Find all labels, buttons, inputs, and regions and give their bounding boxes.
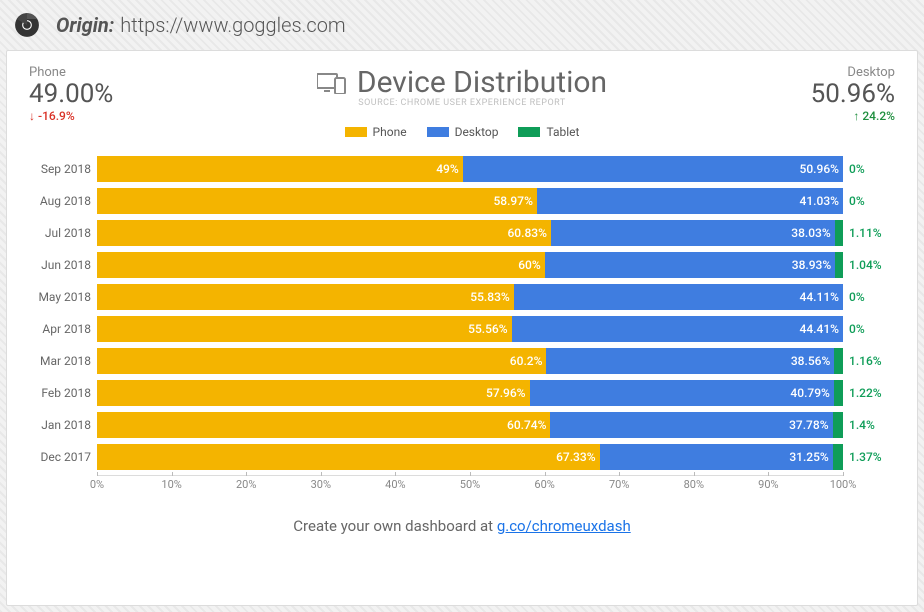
chart-row: Apr 201855.56%44.41%0% — [29, 313, 895, 345]
bar-segment-tablet — [835, 252, 843, 278]
tablet-value-label: 1.37% — [843, 450, 895, 464]
tablet-value-label: 1.04% — [843, 258, 895, 272]
x-axis: 0%10%20%30%40%50%60%70%80%90%100% — [29, 475, 895, 501]
row-month-label: Sep 2018 — [29, 162, 97, 176]
bar-segment-desktop: 38.56% — [546, 348, 834, 374]
chart-card: Phone 49.00% ↓ -16.9% Devic — [6, 50, 918, 606]
footer-text: Create your own dashboard at — [293, 517, 497, 535]
footer: Create your own dashboard at g.co/chrome… — [29, 517, 895, 535]
bar-wrap: 55.83%44.11% — [97, 284, 843, 310]
chart-row: Sep 201849%50.96%0% — [29, 153, 895, 185]
chart-row: Dec 201767.33%31.25%1.37% — [29, 441, 895, 473]
metric-desktop-label: Desktop — [725, 65, 895, 80]
chart-row: Mar 201860.2%38.56%1.16% — [29, 345, 895, 377]
legend-label: Tablet — [546, 125, 579, 139]
bar-segment-desktop: 38.03% — [551, 220, 835, 246]
bar-wrap: 60.74%37.78% — [97, 412, 843, 438]
legend-item-phone: Phone — [345, 125, 407, 139]
bar-segment-phone: 60% — [97, 252, 545, 278]
chart-row: May 201855.83%44.11%0% — [29, 281, 895, 313]
chrome-icon — [14, 12, 40, 38]
bar-wrap: 67.33%31.25% — [97, 444, 843, 470]
legend-label: Desktop — [455, 125, 499, 139]
row-month-label: Mar 2018 — [29, 354, 97, 368]
bar-segment-desktop: 31.25% — [600, 444, 833, 470]
bar-segment-desktop: 50.96% — [463, 156, 843, 182]
bar-segment-tablet — [834, 348, 843, 374]
row-month-label: Feb 2018 — [29, 386, 97, 400]
tablet-value-label: 1.11% — [843, 226, 895, 240]
bar-segment-phone: 49% — [97, 156, 463, 182]
row-month-label: May 2018 — [29, 290, 97, 304]
tablet-value-label: 1.4% — [843, 418, 895, 432]
tablet-value-label: 0% — [843, 194, 895, 208]
delta-down-icon: ↓ — [29, 109, 35, 123]
chart-row: Jun 201860%38.93%1.04% — [29, 249, 895, 281]
tablet-value-label: 0% — [843, 290, 895, 304]
bar-wrap: 49%50.96% — [97, 156, 843, 182]
origin-label: Origin: — [56, 13, 114, 37]
row-month-label: Aug 2018 — [29, 194, 97, 208]
row-month-label: Apr 2018 — [29, 322, 97, 336]
tablet-value-label: 1.16% — [843, 354, 895, 368]
devices-icon — [317, 72, 347, 94]
stacked-bar-chart: Sep 201849%50.96%0%Aug 201858.97%41.03%0… — [29, 153, 895, 473]
footer-link[interactable]: g.co/chromeuxdash — [497, 517, 631, 535]
bar-segment-desktop: 38.93% — [545, 252, 836, 278]
metric-phone-delta: ↓ -16.9% — [29, 109, 199, 123]
bar-wrap: 58.97%41.03% — [97, 188, 843, 214]
bar-wrap: 55.56%44.41% — [97, 316, 843, 342]
bar-segment-tablet — [833, 412, 843, 438]
bar-wrap: 57.96%40.79% — [97, 380, 843, 406]
chart-header: Phone 49.00% ↓ -16.9% Devic — [29, 65, 895, 145]
origin-url: https://www.goggles.com — [120, 13, 345, 37]
bar-segment-phone: 60.83% — [97, 220, 551, 246]
bar-segment-desktop: 44.11% — [514, 284, 843, 310]
legend-swatch — [345, 127, 367, 137]
bar-segment-phone: 57.96% — [97, 380, 530, 406]
bar-segment-desktop: 44.41% — [512, 316, 843, 342]
bar-segment-desktop: 41.03% — [537, 188, 843, 214]
row-month-label: Jul 2018 — [29, 226, 97, 240]
row-month-label: Dec 2017 — [29, 450, 97, 464]
delta-up-icon: ↑ — [853, 109, 859, 123]
topbar: Origin: https://www.goggles.com — [6, 6, 918, 50]
legend: Phone Desktop Tablet — [29, 125, 895, 140]
chart-row: Feb 201857.96%40.79%1.22% — [29, 377, 895, 409]
bar-segment-tablet — [834, 380, 843, 406]
legend-item-tablet: Tablet — [518, 125, 579, 139]
tablet-value-label: 0% — [843, 322, 895, 336]
bar-wrap: 60.2%38.56% — [97, 348, 843, 374]
dashboard-outer: Origin: https://www.goggles.com Phone 49… — [0, 0, 924, 612]
row-month-label: Jan 2018 — [29, 418, 97, 432]
metric-desktop-delta: ↑ 24.2% — [725, 109, 895, 123]
chart-row: Jan 201860.74%37.78%1.4% — [29, 409, 895, 441]
bar-segment-desktop: 37.78% — [550, 412, 832, 438]
bar-segment-phone: 60.2% — [97, 348, 546, 374]
bar-segment-tablet — [833, 444, 843, 470]
legend-item-desktop: Desktop — [427, 125, 499, 139]
bar-segment-desktop: 40.79% — [530, 380, 834, 406]
tablet-value-label: 1.22% — [843, 386, 895, 400]
bar-wrap: 60%38.93% — [97, 252, 843, 278]
bar-segment-phone: 58.97% — [97, 188, 537, 214]
bar-wrap: 60.83%38.03% — [97, 220, 843, 246]
metric-desktop-value: 50.96% — [725, 80, 895, 109]
bar-segment-phone: 55.56% — [97, 316, 512, 342]
bar-segment-phone: 55.83% — [97, 284, 514, 310]
bar-segment-phone: 60.74% — [97, 412, 550, 438]
bar-segment-tablet — [835, 220, 843, 246]
bar-segment-phone: 67.33% — [97, 444, 600, 470]
chart-title: Device Distribution — [357, 65, 607, 100]
tablet-value-label: 0% — [843, 162, 895, 176]
chart-row: Jul 201860.83%38.03%1.11% — [29, 217, 895, 249]
legend-label: Phone — [373, 125, 407, 139]
row-month-label: Jun 2018 — [29, 258, 97, 272]
chart-row: Aug 201858.97%41.03%0% — [29, 185, 895, 217]
legend-swatch — [427, 127, 449, 137]
legend-swatch — [518, 127, 540, 137]
metric-desktop: Desktop 50.96% ↑ 24.2% — [725, 65, 895, 123]
